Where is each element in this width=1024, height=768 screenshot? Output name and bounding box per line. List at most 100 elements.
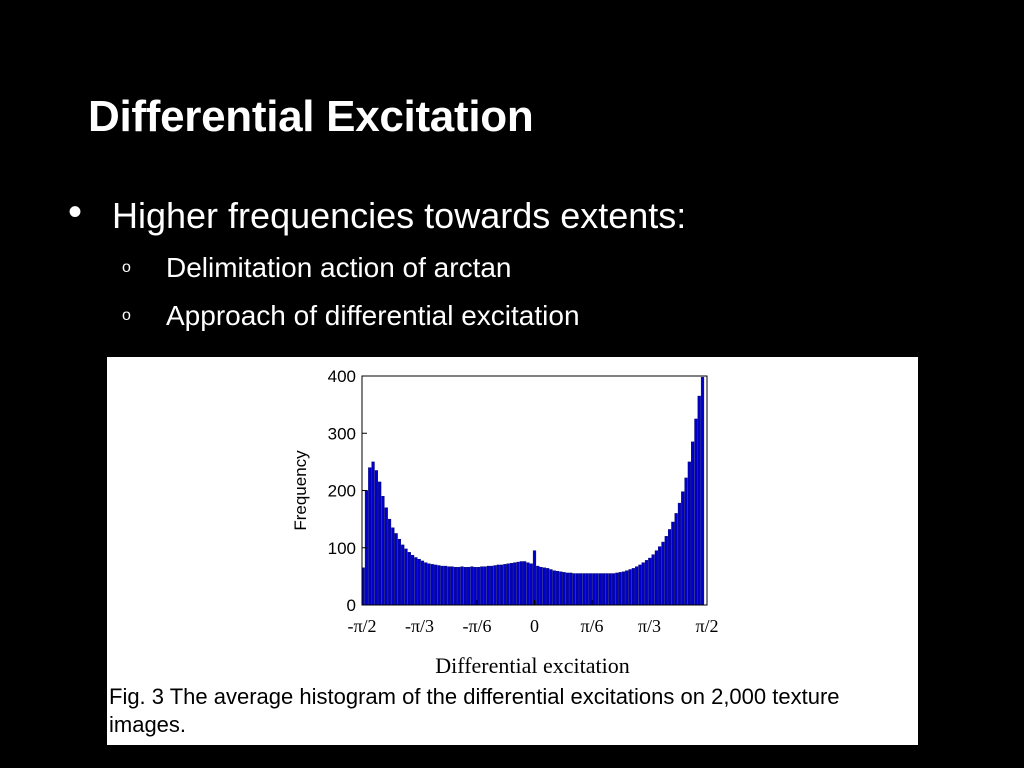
figure-caption: Fig. 3 The average histogram of the diff… bbox=[109, 684, 840, 737]
histogram-bar bbox=[588, 573, 593, 606]
histogram-bar bbox=[684, 477, 688, 606]
histogram-bar bbox=[470, 566, 474, 606]
histogram-bar bbox=[605, 573, 609, 606]
histogram-bar bbox=[506, 563, 510, 606]
x-tick-label: -π/3 bbox=[405, 616, 434, 636]
sub-bullet: o Approach of differential excitation bbox=[122, 300, 580, 332]
x-tick-label: -π/2 bbox=[347, 616, 376, 636]
histogram-bar bbox=[602, 573, 606, 606]
histogram-bar bbox=[691, 441, 695, 606]
histogram-bar bbox=[513, 562, 517, 606]
histogram-bar bbox=[631, 568, 635, 606]
histogram-bar bbox=[516, 561, 520, 606]
histogram-bar bbox=[539, 567, 543, 606]
histogram-bar bbox=[608, 573, 612, 606]
histogram-bar bbox=[585, 573, 589, 606]
histogram-bar bbox=[414, 557, 418, 606]
histogram-bar bbox=[394, 533, 398, 606]
y-axis-label: Frequency bbox=[291, 450, 310, 531]
histogram-bar bbox=[420, 560, 425, 606]
histogram-bar bbox=[384, 507, 388, 606]
histogram-bar bbox=[638, 564, 642, 606]
x-axis-ticks: -π/2 -π/3 -π/6 0 π/6 π/3 π/2 bbox=[347, 600, 719, 636]
sub-bullet-text: Approach of differential excitation bbox=[166, 300, 580, 331]
histogram-chart: 0 100 200 300 400 -π/2 -π/3 -π/6 0 π/6 π/3 π/2 Fre… bbox=[291, 367, 719, 678]
histogram-bar bbox=[615, 572, 619, 606]
histogram-bar bbox=[694, 418, 698, 606]
histogram-bar bbox=[460, 566, 464, 606]
histogram-bar bbox=[562, 572, 566, 606]
histogram-bar bbox=[450, 566, 454, 606]
histogram-bar bbox=[523, 561, 527, 606]
histogram-bar bbox=[628, 569, 632, 606]
x-axis-label: Differential excitation bbox=[435, 653, 629, 678]
histogram-bar bbox=[532, 550, 537, 606]
histogram-bar bbox=[635, 566, 639, 606]
histogram-bar bbox=[457, 567, 461, 606]
histogram-bar bbox=[549, 569, 553, 606]
bullet-dot-icon: • bbox=[68, 190, 83, 234]
y-tick-label: 300 bbox=[328, 424, 356, 443]
histogram-bar bbox=[381, 496, 385, 606]
histogram-bar bbox=[611, 573, 616, 606]
histogram-bar bbox=[387, 518, 392, 606]
histogram-bar bbox=[644, 560, 649, 606]
histogram-bar bbox=[486, 565, 490, 606]
histogram-bar bbox=[648, 557, 652, 606]
histogram-bar bbox=[667, 529, 672, 606]
histogram-bar bbox=[480, 566, 484, 606]
histogram-bar bbox=[552, 570, 556, 606]
histogram-bar bbox=[536, 565, 540, 606]
histogram-bar bbox=[493, 565, 497, 606]
histogram-bar bbox=[664, 536, 668, 606]
histogram-bar bbox=[509, 563, 514, 606]
histogram-bar bbox=[565, 572, 570, 606]
histogram-bar bbox=[555, 571, 560, 606]
histogram-bar bbox=[427, 563, 431, 606]
bars-group bbox=[361, 376, 705, 606]
histogram-bar bbox=[542, 567, 546, 606]
histogram-bar bbox=[671, 521, 675, 606]
histogram-bar bbox=[447, 566, 451, 606]
x-tick-label: 0 bbox=[530, 616, 539, 636]
histogram-bar bbox=[437, 565, 441, 606]
y-tick-label: 400 bbox=[328, 367, 356, 386]
histogram-bar bbox=[476, 567, 481, 606]
histogram-bar bbox=[374, 470, 378, 606]
circle-bullet-icon: o bbox=[122, 307, 131, 324]
histogram-bar bbox=[677, 502, 682, 606]
histogram-bar bbox=[467, 567, 471, 606]
histogram-bar bbox=[526, 562, 530, 606]
histogram-bar bbox=[401, 544, 405, 606]
x-tick-label: π/6 bbox=[580, 616, 603, 636]
slide-title: Differential Excitation bbox=[88, 92, 534, 141]
histogram-bar bbox=[641, 562, 645, 606]
histogram-bar bbox=[546, 568, 550, 606]
histogram-bar bbox=[625, 570, 629, 606]
histogram-bar bbox=[499, 564, 504, 606]
histogram-bar bbox=[440, 565, 444, 606]
histogram-bar bbox=[592, 573, 596, 606]
histogram-bar bbox=[473, 567, 477, 606]
histogram-figure: 0 100 200 300 400 -π/2 -π/3 -π/6 0 π/6 π/3 π/2 Fre… bbox=[107, 357, 918, 745]
x-tick-label: π/2 bbox=[695, 616, 718, 636]
main-bullet-text: Higher frequencies towards extents: bbox=[112, 195, 687, 236]
histogram-bar bbox=[397, 538, 402, 606]
histogram-bar bbox=[579, 573, 583, 606]
histogram-bar bbox=[483, 566, 487, 606]
histogram-bar bbox=[559, 571, 563, 606]
y-tick-label: 200 bbox=[328, 482, 356, 501]
histogram-bar bbox=[430, 564, 434, 606]
histogram-bar bbox=[618, 572, 622, 606]
histogram-bar bbox=[424, 562, 428, 606]
x-tick-label: π/3 bbox=[638, 616, 661, 636]
histogram-bar bbox=[496, 564, 500, 606]
histogram-bar bbox=[575, 573, 579, 606]
y-tick-label: 100 bbox=[328, 539, 356, 558]
y-axis-ticks: 0 100 200 300 400 bbox=[328, 367, 367, 615]
histogram-bar bbox=[658, 546, 662, 606]
histogram-bar bbox=[572, 573, 576, 606]
histogram-bar bbox=[371, 461, 375, 606]
histogram-bar bbox=[391, 527, 395, 606]
histogram-bar bbox=[661, 541, 665, 606]
